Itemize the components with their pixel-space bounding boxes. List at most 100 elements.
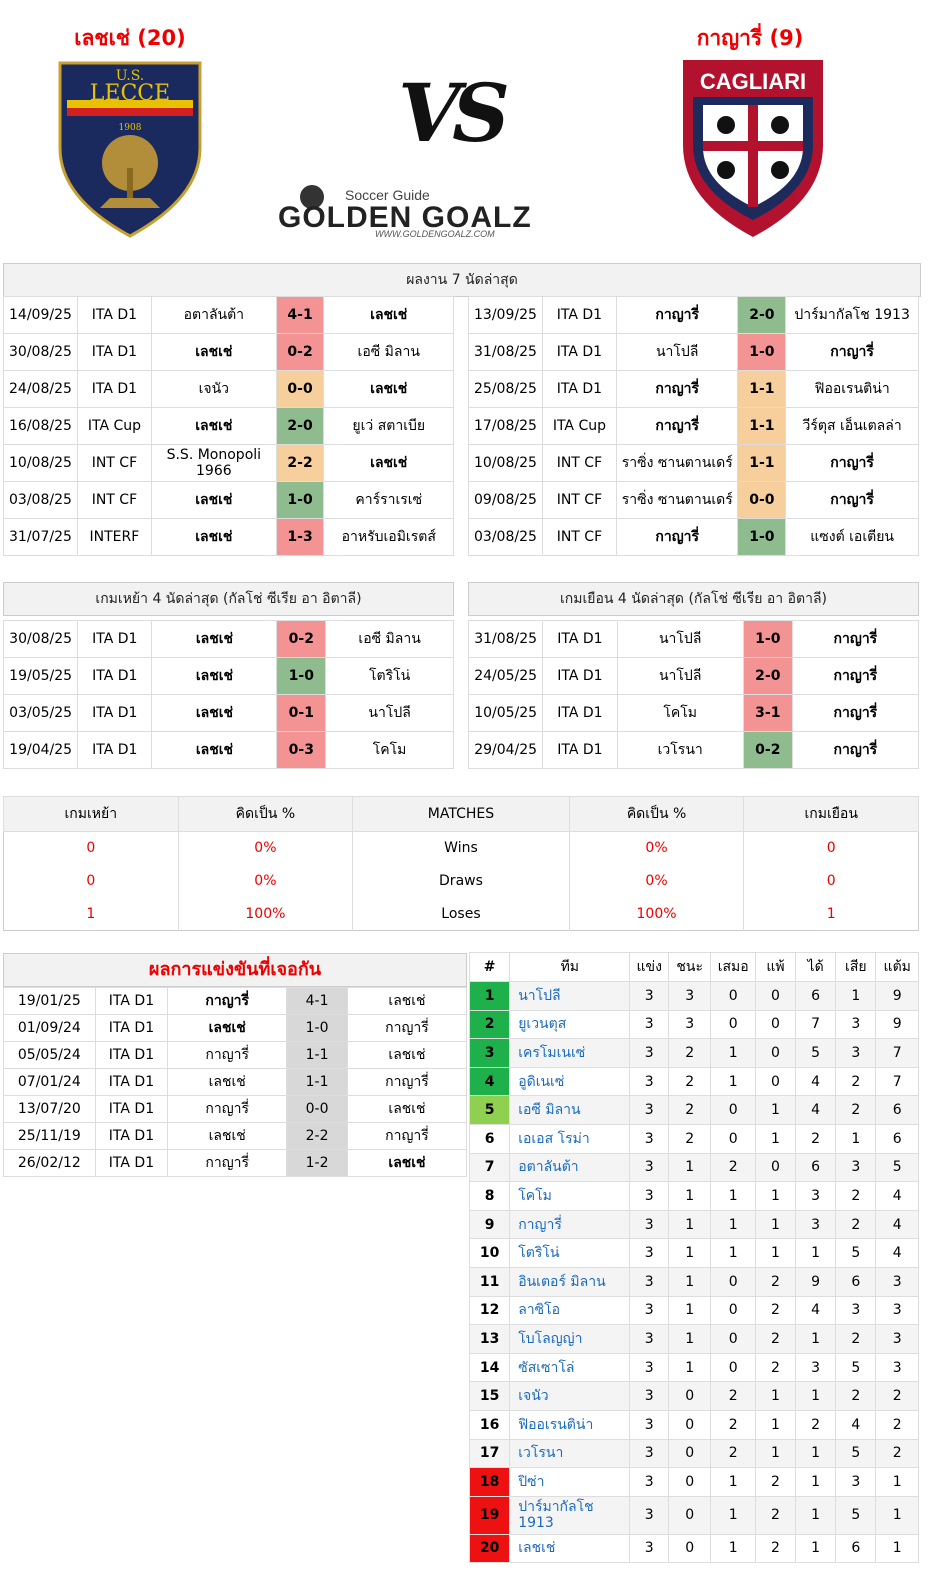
team-link[interactable]: เอซี มิลาน <box>509 1095 631 1125</box>
rank: 5 <box>468 1095 511 1125</box>
team-link[interactable]: ซัสเซาโล่ <box>509 1352 631 1383</box>
stat-l: 1 <box>754 1381 797 1411</box>
competition: INT CF <box>76 481 152 519</box>
stat-pts: 6 <box>875 1095 919 1125</box>
stat-gf: 4 <box>795 1295 837 1326</box>
score: 1-1 <box>286 1068 348 1096</box>
home-team: เลชเช่ <box>167 1014 288 1042</box>
stat-ga: 2 <box>835 1209 877 1240</box>
team-link[interactable]: เครโมเนเซ่ <box>509 1038 631 1068</box>
stat-ga: 5 <box>835 1438 877 1469</box>
competition: ITA D1 <box>94 987 169 1015</box>
home-team-title: เลชเช่ (20) <box>74 26 186 50</box>
stat-p: 3 <box>629 1295 669 1326</box>
competition: ITA D1 <box>76 370 152 408</box>
match-date: 24/08/25 <box>3 370 78 408</box>
stat-p: 3 <box>629 1123 669 1154</box>
score: 1-0 <box>737 518 787 556</box>
standings-row: 16 ฟิออเรนติน่า 3 0 2 1 2 4 2 <box>468 1409 919 1440</box>
stat-d: 0 <box>710 1295 756 1326</box>
competition: ITA D1 <box>77 620 153 658</box>
match-date: 16/08/25 <box>3 407 78 445</box>
home-team: เวโรนา <box>616 731 744 769</box>
team-link[interactable]: เวโรนา <box>509 1438 631 1469</box>
team-link[interactable]: อูดิเนเซ่ <box>509 1066 631 1097</box>
stat-ga: 3 <box>835 1152 877 1183</box>
away-team: เอซี มิลาน <box>323 333 454 371</box>
away-team: กาญารี่ <box>346 1014 468 1042</box>
stat-gf: 9 <box>795 1266 837 1297</box>
team-link[interactable]: อตาลันต้า <box>509 1152 631 1183</box>
team-link[interactable]: กาญารี่ <box>509 1209 631 1240</box>
team-link[interactable]: เจนัว <box>509 1381 631 1411</box>
stats-away: 1 <box>826 905 836 922</box>
stat-ga: 2 <box>835 1381 877 1411</box>
team-link[interactable]: อินเตอร์ มิลาน <box>509 1266 631 1297</box>
stat-d: 0 <box>710 981 756 1011</box>
stats-header: MATCHES <box>352 796 570 832</box>
form-row: 31/07/25 INTERF เลชเช่ 1-3 อาหรับเอมิเรตส์ <box>3 518 454 556</box>
team-link[interactable]: เอเอส โรม่า <box>509 1123 631 1154</box>
stat-p: 3 <box>629 1266 669 1297</box>
stat-ga: 5 <box>835 1352 877 1383</box>
stat-l: 1 <box>754 1209 797 1240</box>
home-team: เลชเช่ <box>151 620 278 658</box>
score: 1-1 <box>737 444 787 482</box>
stat-d: 1 <box>710 1181 756 1211</box>
stat-gf: 6 <box>795 981 837 1011</box>
h2h-row: 05/05/24 ITA D1 กาญารี่ 1-1 เลชเช่ <box>3 1041 468 1069</box>
home-team: ราซิ่ง ซานตานเดร์ <box>615 481 739 519</box>
rank: 9 <box>468 1209 511 1240</box>
rank: 18 <box>468 1467 511 1497</box>
stat-p: 3 <box>629 1352 669 1383</box>
rank: 19 <box>468 1495 511 1535</box>
standings-header: # <box>468 952 511 982</box>
stat-ga: 4 <box>835 1409 877 1440</box>
match-date: 19/04/25 <box>2 731 79 769</box>
away-league-form-title: เกมเยือน 4 นัดล่าสุด (กัลโช่ ซีเรีย อา อ… <box>468 582 919 616</box>
team-link[interactable]: นาโปลี <box>509 981 631 1011</box>
team-link[interactable]: โบโลญญ่า <box>509 1324 631 1354</box>
stat-l: 2 <box>754 1324 797 1354</box>
stat-pts: 4 <box>875 1181 919 1211</box>
away-team: วีร์ตุส เอ็นเตลล่า <box>785 407 919 445</box>
stats-row: 1 100% Loses 100% 1 <box>3 897 919 931</box>
competition: ITA D1 <box>542 620 618 658</box>
form-row: 17/08/25 ITA Cup กาญารี่ 1-1 วีร์ตุส เอ็นเตล… <box>468 407 919 445</box>
golden-goalz-brand: Soccer Guide GOLDEN GOALZ WWW.GOLDENGOAL… <box>275 183 610 243</box>
team-link[interactable]: เลชเช่ <box>509 1533 631 1564</box>
stats-row: 0 0% Wins 0% 0 <box>3 831 919 865</box>
stat-gf: 5 <box>795 1038 837 1068</box>
stat-l: 0 <box>754 1152 797 1183</box>
match-date: 31/08/25 <box>467 620 544 658</box>
match-date: 13/09/25 <box>468 296 543 334</box>
team-link[interactable]: ปาร์มากัลโช 1913 <box>509 1495 631 1535</box>
stat-l: 2 <box>754 1467 797 1497</box>
rank: 13 <box>468 1324 511 1354</box>
away-team: เอซี มิลาน <box>325 620 454 658</box>
team-link[interactable]: ฟิออเรนติน่า <box>509 1409 631 1440</box>
score: 2-0 <box>275 407 325 445</box>
competition: ITA Cup <box>541 407 617 445</box>
stat-l: 1 <box>754 1409 797 1440</box>
stat-w: 1 <box>667 1352 712 1383</box>
stats-home-pct: 0% <box>178 831 354 865</box>
team-link[interactable]: โคโม <box>509 1181 631 1211</box>
standings-row: 10 โตริโน่ 3 1 1 1 1 5 4 <box>468 1238 919 1268</box>
standings-table: # ทีม แข่ง ชนะ เสมอ แพ้ ได้ เสีย แต้ม 1 นาโปลี 3 3 0 0… <box>468 952 919 1564</box>
match-date: 05/05/24 <box>3 1041 96 1069</box>
away-league-form-table: 31/08/25 ITA D1 นาโปลี 1-0 กาญารี่ 24/05/25 IT… <box>467 620 920 769</box>
stat-p: 3 <box>629 1181 669 1211</box>
score: 1-0 <box>737 333 787 371</box>
team-link[interactable]: ลาซิโอ <box>509 1295 631 1326</box>
team-link[interactable]: ปิซ่า <box>509 1467 631 1497</box>
score: 1-0 <box>742 620 793 658</box>
stats-home-pct: 100% <box>178 897 354 931</box>
team-link[interactable]: ยูเวนตุส <box>509 1009 631 1040</box>
away-team: กาญารี่ <box>785 444 919 482</box>
stat-w: 1 <box>667 1266 712 1297</box>
competition: INT CF <box>541 518 617 556</box>
away-team: กาญารี่ <box>791 731 920 769</box>
team-link[interactable]: โตริโน่ <box>509 1238 631 1268</box>
stat-w: 0 <box>667 1381 712 1411</box>
